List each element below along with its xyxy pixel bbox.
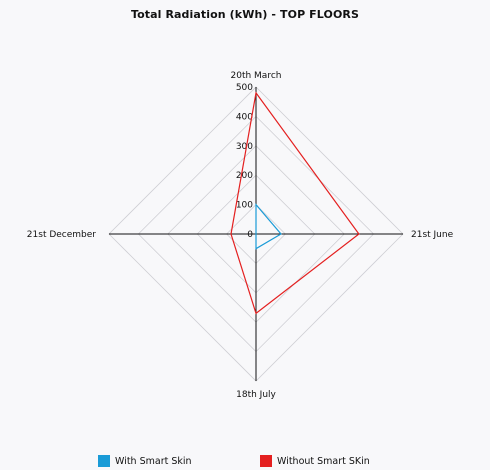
axis-label-18th-july: 18th July bbox=[236, 390, 276, 400]
data-series bbox=[230, 91, 360, 315]
axis-label-21st-december: 21st December bbox=[27, 230, 97, 240]
axis-label-21st-june: 21st June bbox=[411, 230, 454, 240]
legend-swatch-with-smart-skin bbox=[98, 455, 110, 467]
series-with-smart-skin[interactable] bbox=[255, 202, 282, 250]
legend: With Smart Skin Without Smart SKin bbox=[0, 455, 490, 469]
legend-label-with-smart-skin: With Smart Skin bbox=[115, 455, 192, 467]
axis-label-20th-march: 20th March bbox=[231, 71, 282, 81]
tick-label-100: 100 bbox=[236, 201, 253, 211]
tick-label-0: 0 bbox=[247, 230, 253, 240]
radial-ticks: 0 100 200 300 400 500 bbox=[236, 83, 253, 240]
series-without-smart-skin[interactable] bbox=[230, 91, 360, 315]
legend-label-without-smart-skin: Without Smart SKin bbox=[277, 455, 370, 467]
legend-item-with-smart-skin[interactable]: With Smart Skin bbox=[98, 455, 192, 467]
legend-item-without-smart-skin[interactable]: Without Smart SKin bbox=[260, 455, 370, 467]
tick-label-300: 300 bbox=[236, 142, 253, 152]
legend-swatch-without-smart-skin bbox=[260, 455, 272, 467]
tick-label-500: 500 bbox=[236, 83, 253, 93]
tick-label-200: 200 bbox=[236, 171, 253, 181]
chart-title: Total Radiation (kWh) - TOP FLOORS bbox=[130, 8, 360, 21]
tick-label-400: 400 bbox=[236, 112, 253, 122]
axis-labels: 20th March 21st June 18th July 21st Decembe… bbox=[27, 71, 454, 400]
